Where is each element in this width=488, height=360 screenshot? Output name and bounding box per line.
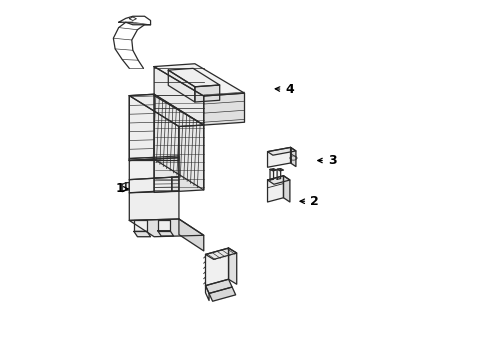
- Polygon shape: [129, 94, 203, 126]
- Polygon shape: [205, 248, 236, 260]
- Polygon shape: [154, 67, 203, 125]
- Polygon shape: [157, 231, 173, 236]
- Polygon shape: [277, 168, 280, 179]
- Polygon shape: [129, 219, 203, 237]
- Polygon shape: [154, 158, 179, 178]
- Text: 2: 2: [300, 195, 318, 208]
- Polygon shape: [168, 70, 195, 102]
- Text: 1: 1: [115, 183, 128, 195]
- Polygon shape: [267, 147, 295, 155]
- Polygon shape: [129, 96, 179, 161]
- Polygon shape: [129, 156, 179, 161]
- Polygon shape: [134, 231, 150, 237]
- Polygon shape: [129, 192, 179, 220]
- Polygon shape: [129, 94, 154, 161]
- Polygon shape: [154, 94, 203, 190]
- Polygon shape: [154, 177, 171, 192]
- Polygon shape: [179, 219, 203, 251]
- Polygon shape: [122, 183, 125, 192]
- Polygon shape: [129, 159, 154, 180]
- Text: 3: 3: [317, 154, 336, 167]
- Text: 4: 4: [275, 83, 293, 96]
- Polygon shape: [283, 176, 289, 202]
- Polygon shape: [277, 168, 283, 171]
- Polygon shape: [209, 287, 235, 301]
- Polygon shape: [125, 183, 129, 190]
- Polygon shape: [205, 248, 228, 285]
- Polygon shape: [168, 68, 219, 87]
- Polygon shape: [228, 248, 236, 284]
- Polygon shape: [267, 176, 289, 184]
- Polygon shape: [203, 93, 244, 125]
- Polygon shape: [205, 285, 209, 301]
- Polygon shape: [205, 279, 232, 293]
- Polygon shape: [179, 125, 203, 192]
- Polygon shape: [290, 147, 295, 167]
- Polygon shape: [269, 168, 276, 171]
- Polygon shape: [134, 220, 147, 231]
- Polygon shape: [269, 169, 273, 180]
- Polygon shape: [129, 178, 154, 193]
- Polygon shape: [267, 176, 283, 202]
- Polygon shape: [171, 177, 179, 192]
- Polygon shape: [195, 85, 219, 102]
- Polygon shape: [157, 220, 170, 231]
- Polygon shape: [267, 147, 290, 167]
- Polygon shape: [154, 64, 244, 96]
